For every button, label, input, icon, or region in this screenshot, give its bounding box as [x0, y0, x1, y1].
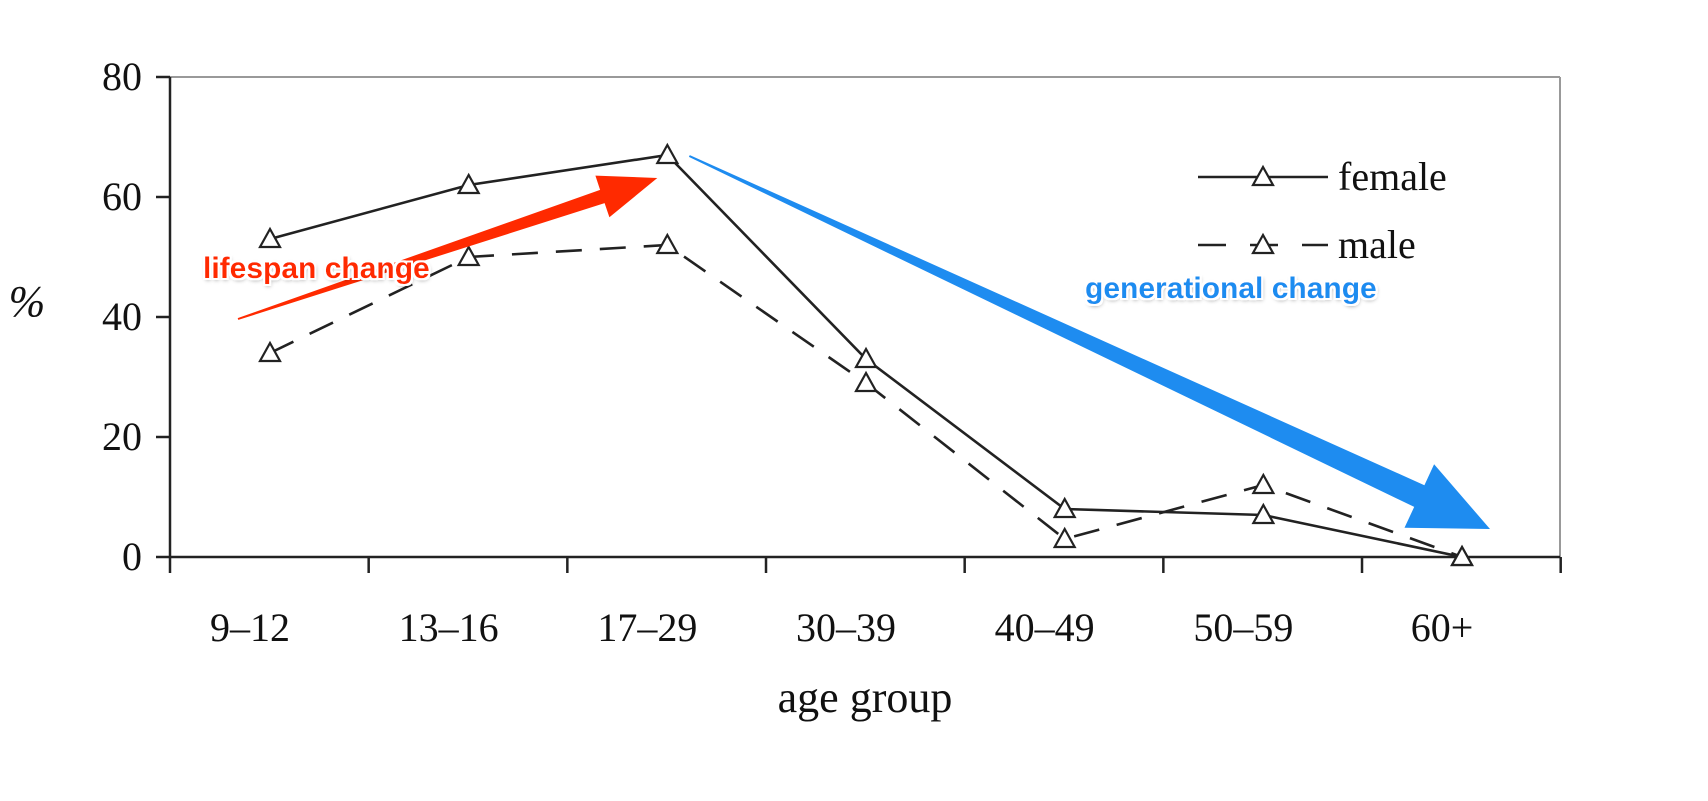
x-tick-label: 30–39: [796, 605, 896, 650]
data-point-female: [655, 142, 680, 165]
lifespan-change-label: lifespan change: [203, 252, 430, 285]
legend-swatch-marker: [1251, 164, 1275, 187]
legend-item-female: female: [1198, 154, 1447, 199]
x-tick-label: 40–49: [995, 605, 1095, 650]
x-axis-title: age group: [778, 673, 953, 722]
axis-ticks: 0 20 40 60 80 9–12 13–16 17–29 30–39 40–49 50–59 60…: [9, 54, 1562, 722]
y-tick-label: 60: [102, 174, 142, 219]
x-tick-label: 13–16: [399, 605, 499, 650]
legend-swatch-marker: [1251, 232, 1275, 255]
data-point-male: [1450, 544, 1474, 567]
annotations: lifespan change generational change: [203, 155, 1490, 529]
x-tick-label: 60+: [1411, 605, 1474, 650]
y-tick-label: 80: [102, 54, 142, 99]
y-tick-label: 0: [122, 534, 142, 579]
data-point-female: [854, 346, 878, 369]
data-point-female: [456, 172, 481, 195]
data-point-female: [1052, 496, 1077, 519]
x-tick-label: 9–12: [210, 605, 290, 650]
data-point-male: [655, 232, 680, 255]
data-point-female: [258, 226, 282, 249]
y-tick-label: 20: [102, 414, 142, 459]
x-tick-label: 50–59: [1193, 605, 1293, 650]
data-point-male: [854, 370, 878, 393]
x-tick-label: 17–29: [597, 605, 697, 650]
legend-label: female: [1338, 154, 1447, 199]
data-point-male: [1052, 526, 1077, 549]
series-male: [258, 232, 1474, 567]
legend: female male: [1198, 154, 1447, 267]
data-point-female: [1251, 502, 1276, 525]
data-point-male: [1251, 472, 1276, 495]
y-tick-label: 40: [102, 294, 142, 339]
series-female: [258, 142, 1474, 567]
data-series: [258, 142, 1474, 567]
legend-label: male: [1338, 222, 1416, 267]
generational-arrow: [688, 155, 1490, 529]
y-axis-title: %: [9, 277, 46, 326]
data-point-male: [258, 340, 282, 363]
lifespan-arrow: [237, 175, 658, 320]
plot-frame: [168, 76, 1561, 559]
legend-item-male: male: [1198, 222, 1416, 267]
data-point-male: [456, 244, 481, 267]
generational-change-label: generational change: [1085, 272, 1377, 305]
